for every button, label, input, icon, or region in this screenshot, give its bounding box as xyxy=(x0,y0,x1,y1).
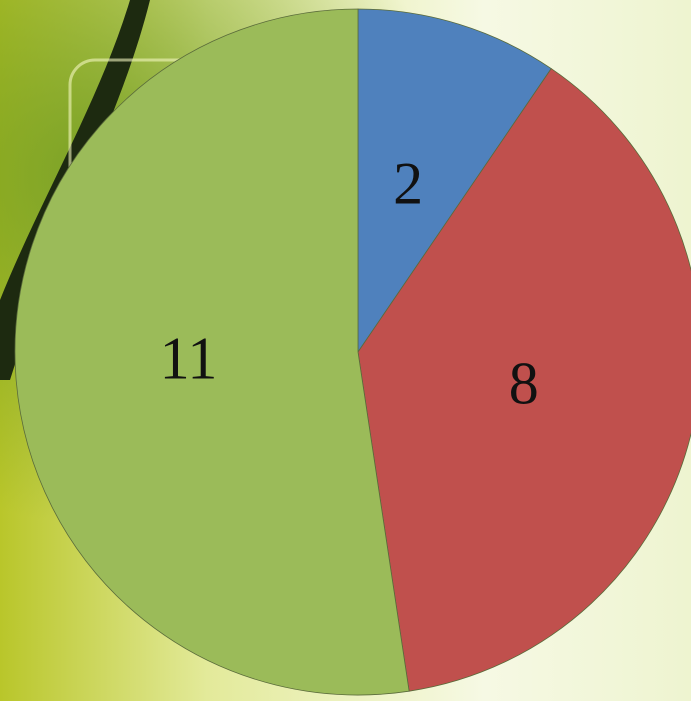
pie: 2 8 11 xyxy=(14,8,691,696)
pie-slice xyxy=(357,68,691,692)
data-label: 11 xyxy=(160,325,218,391)
data-label: 8 xyxy=(509,351,539,417)
pie-slice xyxy=(357,8,552,354)
pie-slice xyxy=(14,8,410,696)
data-label: 2 xyxy=(393,150,423,216)
